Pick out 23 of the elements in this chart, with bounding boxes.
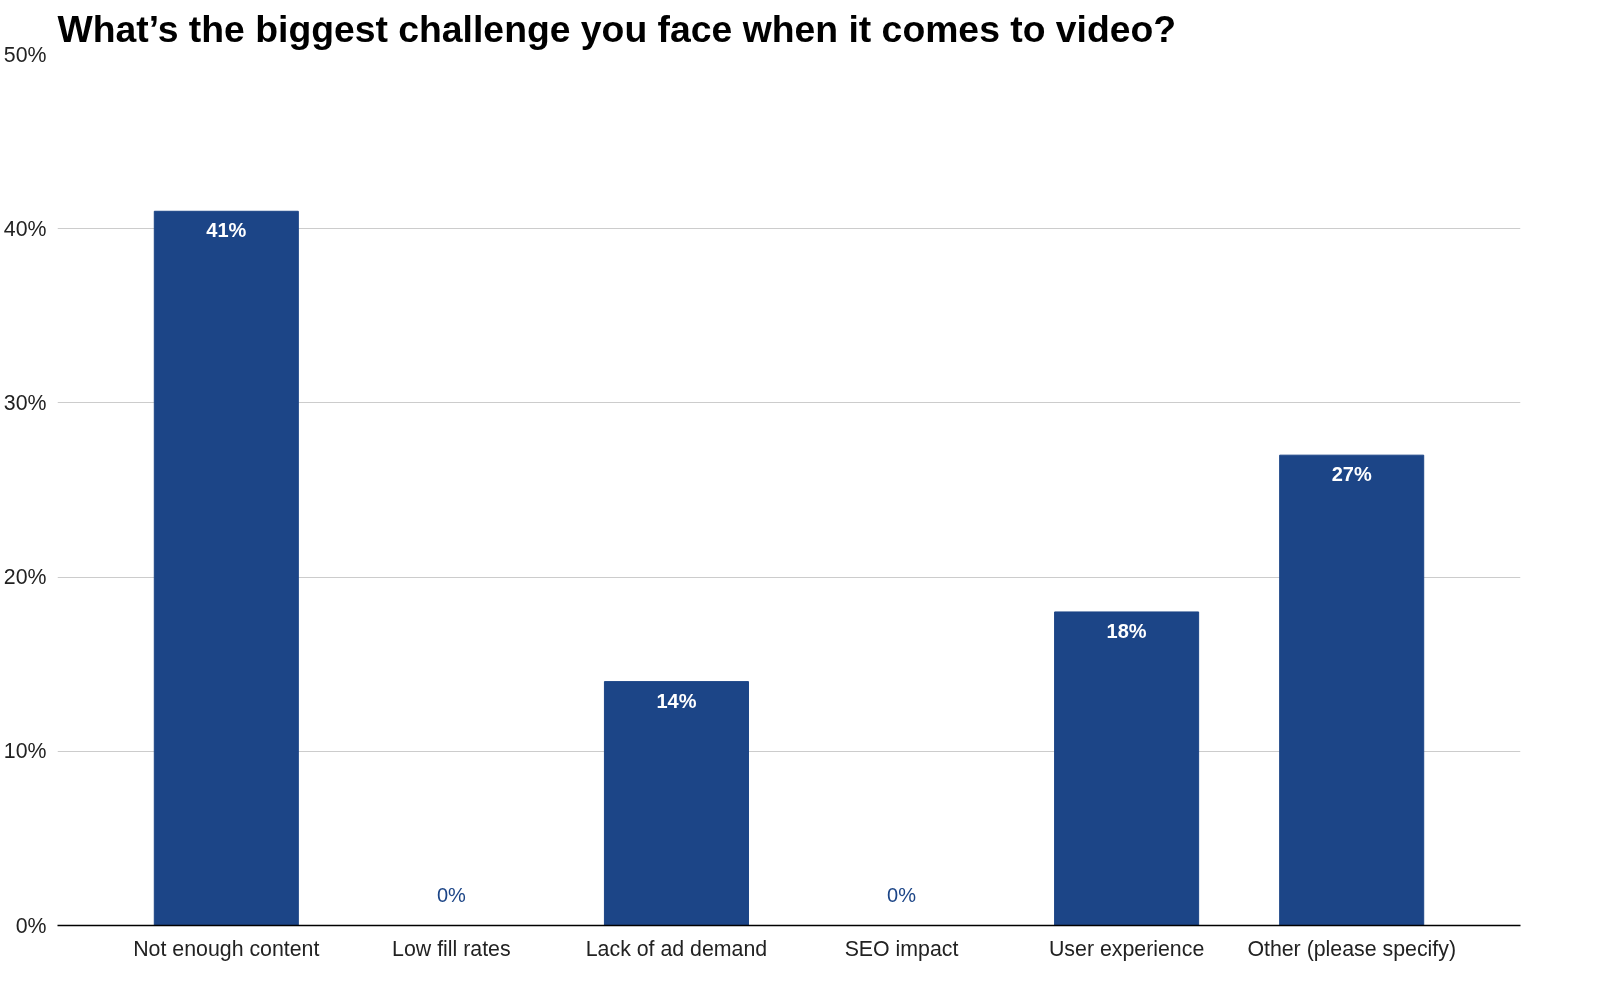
y-tick-label: 50%: [3, 42, 47, 67]
x-tick-label: Lack of ad demand: [585, 936, 768, 961]
data-label: 14%: [656, 689, 697, 712]
data-label: 27%: [1331, 463, 1372, 486]
x-tick-label: SEO impact: [844, 936, 959, 961]
bar: [153, 210, 299, 926]
data-label: 0%: [887, 883, 917, 906]
x-tick-label: Other (please specify): [1247, 936, 1457, 961]
y-tick-label: 30%: [3, 390, 47, 415]
data-label: 41%: [206, 219, 247, 242]
x-tick-label: Low fill rates: [392, 936, 511, 961]
y-tick-label: 20%: [3, 565, 47, 590]
y-tick-label: 40%: [3, 216, 47, 241]
y-tick-label: 0%: [15, 913, 47, 938]
y-tick-label: 10%: [3, 739, 47, 764]
bar: [603, 681, 749, 926]
x-tick-label: Not enough content: [133, 936, 320, 961]
data-label: 0%: [436, 883, 467, 906]
chart-title: What’s the biggest challenge you face when it comes to video?: [57, 7, 1177, 50]
bar: [1054, 611, 1200, 926]
x-tick-label: User experience: [1048, 936, 1205, 961]
data-label: 18%: [1106, 619, 1147, 642]
bar: [1279, 454, 1425, 926]
